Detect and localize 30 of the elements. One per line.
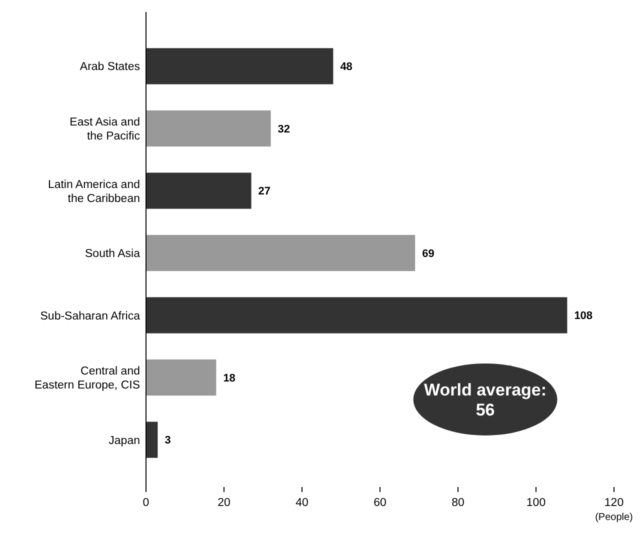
x-tick-label: 120 bbox=[604, 497, 624, 509]
data-label: 18 bbox=[223, 372, 236, 384]
data-label: 3 bbox=[164, 434, 171, 447]
x-tick-label: 0 bbox=[142, 497, 150, 509]
y-tick-label: Latin America and the Caribbean bbox=[48, 178, 140, 205]
x-axis-title: (People) bbox=[595, 512, 633, 523]
bar bbox=[146, 48, 334, 84]
bar bbox=[146, 422, 158, 458]
y-tick-label: Arab States bbox=[80, 61, 140, 74]
y-tick-label: East Asia and the Pacific bbox=[70, 116, 140, 142]
bar bbox=[146, 297, 568, 334]
data-label: 48 bbox=[340, 61, 352, 74]
y-tick-label: South Asia bbox=[85, 248, 141, 260]
x-tick-label: 100 bbox=[526, 497, 546, 509]
bar bbox=[146, 359, 216, 396]
data-label: 108 bbox=[574, 310, 593, 322]
x-tick-label: 60 bbox=[374, 497, 386, 509]
y-tick-label: Central and Eastern Europe, CIS bbox=[34, 366, 140, 392]
y-tick-label: Japan bbox=[108, 434, 140, 447]
annotation: World average: 56 bbox=[424, 380, 547, 420]
bar bbox=[146, 234, 416, 272]
x-tick-label: 40 bbox=[296, 497, 308, 509]
x-tick-label: 20 bbox=[218, 497, 230, 509]
x-tick-label: 80 bbox=[452, 497, 464, 509]
data-label: 27 bbox=[258, 186, 271, 198]
y-tick-label: Sub-Saharan Africa bbox=[40, 310, 141, 322]
bar bbox=[146, 172, 252, 209]
bar bbox=[146, 110, 271, 147]
data-label: 32 bbox=[278, 123, 290, 136]
data-label: 69 bbox=[422, 248, 434, 260]
